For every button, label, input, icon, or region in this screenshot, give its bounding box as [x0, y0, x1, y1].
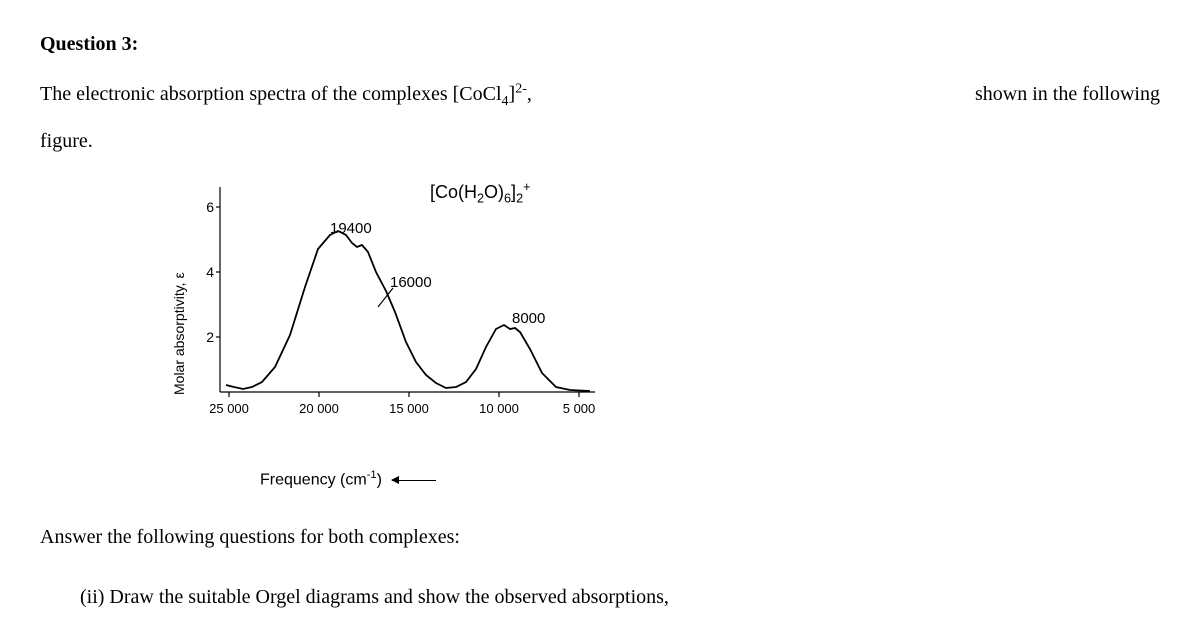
- q-line1-left: The electronic absorption spectra of the…: [40, 83, 502, 105]
- q-comma: ,: [527, 83, 532, 105]
- xal-sup: -1: [367, 469, 377, 481]
- xtick-15000: 15 000: [389, 399, 429, 420]
- xal-pre: Frequency (cm: [260, 472, 367, 489]
- question-line-2: figure.: [40, 125, 1160, 157]
- xtick-10000: 10 000: [479, 399, 519, 420]
- xtick-5000: 5 000: [563, 399, 596, 420]
- x-axis-label: Frequency (cm-1): [260, 467, 1160, 493]
- q-line1-right: shown in the following: [975, 78, 1160, 113]
- sub-question-ii: (ii) Draw the suitable Orgel diagrams an…: [80, 581, 1160, 613]
- xtick-25000: 25 000: [209, 399, 249, 420]
- q-sub-4: 4: [502, 94, 509, 109]
- question-header: Question 3:: [40, 28, 1160, 60]
- chart-svg: [150, 177, 630, 417]
- arrow-left-icon: [392, 480, 436, 482]
- answer-intro: Answer the following questions for both …: [40, 521, 1160, 553]
- xtick-20000: 20 000: [299, 399, 339, 420]
- xal-post: ): [377, 472, 382, 489]
- q-sup-2minus: 2-: [515, 81, 527, 96]
- spectrum-chart: [Co(H2O)6]2+ Molar absorptivity, ε 6 4 2…: [150, 177, 630, 457]
- question-line-1: The electronic absorption spectra of the…: [40, 78, 1160, 113]
